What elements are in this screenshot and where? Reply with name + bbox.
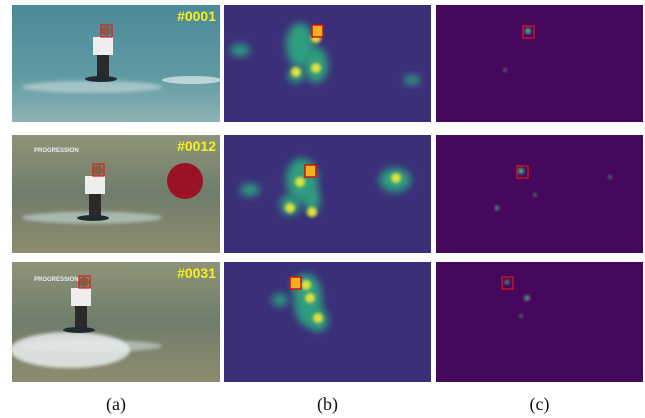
rider-legs [75,306,87,328]
map-background [436,5,643,122]
response-peak [307,207,317,217]
wave [22,81,162,93]
response-peak [295,177,305,187]
caption: (c) [530,394,550,415]
rider-legs [97,55,109,77]
response-blob [272,294,288,306]
response-map [224,135,431,253]
rider-head [101,26,111,36]
watermark: PROGRESSION [34,277,79,283]
response-blob [404,75,420,85]
figure: #0001 PROGRESSION #0012 PROGRESSION #0031 (a)… [0,0,645,418]
frame-number: #0031 [177,265,216,281]
response-peak [285,203,295,213]
response-spot [609,176,612,179]
rider-body [71,288,91,306]
response-spot [504,69,507,72]
refined-map [436,262,643,382]
target-box [312,25,323,37]
response-spot [518,168,524,174]
response-peak [301,280,311,290]
response-blob [240,184,260,196]
response-map [224,262,431,382]
wave [162,76,222,84]
refined-map [436,135,643,253]
target-box [290,277,301,289]
response-peak [291,67,301,77]
response-peak [311,63,321,73]
buoy [167,163,203,199]
response-peak [391,173,401,183]
caption: (b) [317,394,338,415]
response-spot [534,194,537,197]
watermark: PROGRESSION [34,148,79,154]
response-spot [520,315,523,318]
rider-head [93,165,103,175]
refined-map [436,5,643,122]
response-spot [495,206,499,210]
caption: (a) [106,394,126,415]
response-map [224,5,431,122]
rider-body [93,37,113,55]
kiteboard [63,327,95,333]
target-box [305,165,316,177]
spray [10,332,130,368]
response-peak [313,313,323,323]
response-spot [525,28,531,34]
rider-legs [89,194,101,216]
response-peak [305,293,315,303]
rider-head [79,277,89,287]
kiteboard [85,76,117,82]
map-background [436,135,643,253]
frame-number: #0012 [177,138,216,154]
response-spot [525,296,530,301]
map-background [436,262,643,382]
response-blob [230,44,250,56]
response-spot [505,280,509,284]
rider-body [85,176,105,194]
frame-number: #0001 [177,8,216,24]
kiteboard [77,215,109,221]
